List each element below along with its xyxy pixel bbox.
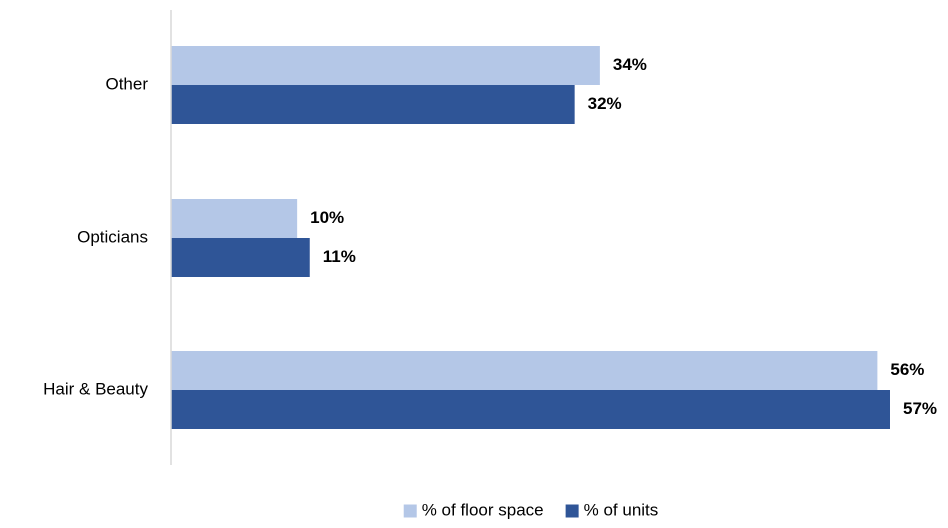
bar-of-units-opticians	[171, 238, 310, 277]
data-label-of-units-opticians: 11%	[323, 247, 356, 266]
legend: % of floor space % of units	[403, 500, 659, 519]
data-label-of-units-hair-beauty: 57%	[903, 399, 937, 418]
legend-swatch-of-floor-space	[403, 504, 417, 518]
legend-item-of-floor-space: % of floor space	[403, 500, 544, 519]
category-label-other: Other	[105, 74, 148, 93]
legend-item-of-units: % of units	[565, 500, 659, 519]
legend-swatch-of-units	[565, 504, 579, 518]
data-label-of-floor-space-hair-beauty: 56%	[890, 360, 924, 379]
category-label-opticians: Opticians	[77, 227, 148, 246]
category-label-hair-beauty: Hair & Beauty	[43, 379, 148, 398]
labels-layer: Other 34% 32% Opticians 10% 11% Hair & Beauty 5…	[43, 55, 937, 418]
data-label-of-units-other: 32%	[588, 94, 622, 113]
bar-of-floor-space-opticians	[171, 199, 298, 238]
bar-of-units-other	[171, 85, 575, 124]
bar-of-units-hair-beauty	[171, 390, 890, 429]
bars-layer	[171, 46, 890, 429]
legend-label-of-floor-space: % of floor space	[422, 500, 544, 519]
data-label-of-floor-space-opticians: 10%	[310, 208, 344, 227]
legend-label-of-units: % of units	[584, 500, 659, 519]
bar-of-floor-space-other	[171, 46, 600, 85]
bar-of-floor-space-hair-beauty	[171, 351, 878, 390]
data-label-of-floor-space-other: 34%	[613, 55, 647, 74]
